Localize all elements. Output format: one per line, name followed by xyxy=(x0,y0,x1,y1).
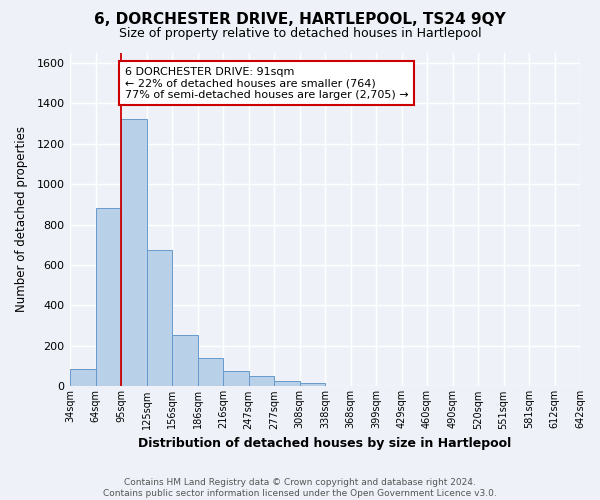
Bar xyxy=(197,358,223,386)
Text: Contains HM Land Registry data © Crown copyright and database right 2024.
Contai: Contains HM Land Registry data © Crown c… xyxy=(103,478,497,498)
Bar xyxy=(299,382,325,386)
Bar xyxy=(172,336,197,386)
Bar xyxy=(223,370,248,386)
Text: Size of property relative to detached houses in Hartlepool: Size of property relative to detached ho… xyxy=(119,28,481,40)
Bar xyxy=(146,250,172,386)
Bar xyxy=(121,120,146,386)
Bar xyxy=(274,380,299,386)
X-axis label: Distribution of detached houses by size in Hartlepool: Distribution of detached houses by size … xyxy=(139,437,512,450)
Bar xyxy=(70,368,95,386)
Bar xyxy=(95,208,121,386)
Y-axis label: Number of detached properties: Number of detached properties xyxy=(15,126,28,312)
Bar xyxy=(248,376,274,386)
Text: 6 DORCHESTER DRIVE: 91sqm
← 22% of detached houses are smaller (764)
77% of semi: 6 DORCHESTER DRIVE: 91sqm ← 22% of detac… xyxy=(125,66,409,100)
Text: 6, DORCHESTER DRIVE, HARTLEPOOL, TS24 9QY: 6, DORCHESTER DRIVE, HARTLEPOOL, TS24 9Q… xyxy=(94,12,506,28)
